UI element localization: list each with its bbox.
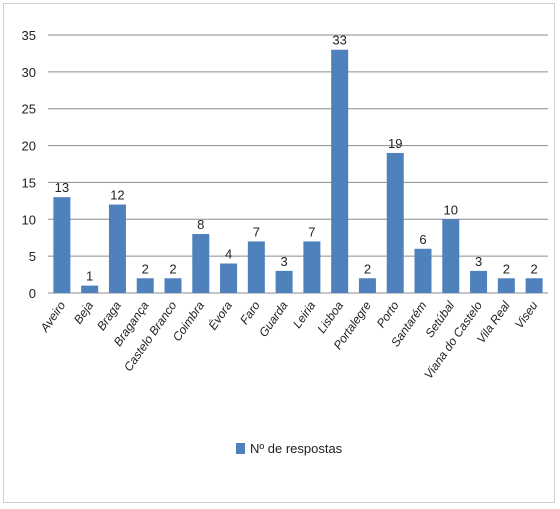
data-label: 19 <box>388 136 402 151</box>
data-label: 2 <box>530 261 537 276</box>
bar <box>81 285 99 293</box>
bar <box>247 241 265 293</box>
bar <box>386 152 404 293</box>
bar <box>275 270 293 293</box>
y-tick-label: 20 <box>22 139 36 154</box>
legend-label: Nº de respostas <box>250 441 343 456</box>
chart-frame <box>3 3 555 503</box>
data-label: 8 <box>197 217 204 232</box>
bar <box>414 248 432 293</box>
data-label: 33 <box>332 33 346 48</box>
bar <box>164 278 182 293</box>
y-tick-label: 25 <box>22 102 36 117</box>
data-label: 3 <box>280 254 287 269</box>
data-label: 10 <box>444 202 458 217</box>
data-label: 4 <box>225 247 232 262</box>
data-label: 2 <box>142 261 149 276</box>
data-label: 3 <box>475 254 482 269</box>
x-tick-label: Leiria <box>290 298 318 330</box>
bar <box>220 263 238 293</box>
data-label: 7 <box>308 224 315 239</box>
bar <box>53 197 71 293</box>
data-label: 2 <box>503 261 510 276</box>
y-tick-label: 30 <box>22 65 36 80</box>
y-tick-label: 35 <box>22 28 36 43</box>
y-tick-label: 10 <box>22 212 36 227</box>
bar <box>331 49 349 293</box>
data-label: 2 <box>364 261 371 276</box>
data-label: 12 <box>110 188 124 203</box>
legend: Nº de respostas <box>236 441 343 456</box>
bar <box>497 278 515 293</box>
bar <box>136 278 154 293</box>
bar <box>442 219 460 293</box>
legend-swatch <box>236 443 245 454</box>
x-tick-label: Faro <box>237 298 263 327</box>
gridlines <box>48 34 548 294</box>
data-label: 1 <box>86 269 93 284</box>
x-tick-label: Viseu <box>512 298 541 331</box>
bar <box>108 204 126 293</box>
y-axis: 0 5 10 15 20 25 30 35 <box>22 28 36 301</box>
x-tick-label: Aveiro <box>37 298 69 335</box>
data-label: 13 <box>55 180 69 195</box>
data-label: 2 <box>169 261 176 276</box>
y-tick-label: 5 <box>29 249 36 264</box>
bars <box>53 49 543 293</box>
bar <box>525 278 543 293</box>
bar <box>358 278 376 293</box>
x-tick-label: Guarda <box>256 298 291 339</box>
y-tick-label: 0 <box>29 286 36 301</box>
data-label: 6 <box>419 232 426 247</box>
bar <box>303 241 321 293</box>
y-tick-label: 15 <box>22 175 36 190</box>
bar <box>470 270 488 293</box>
data-labels: 13 1 12 2 2 8 4 7 3 7 33 2 19 6 10 3 2 2 <box>55 33 538 284</box>
x-tick-label: Beja <box>71 298 96 326</box>
x-tick-label: Porto <box>374 298 402 330</box>
data-label: 7 <box>253 224 260 239</box>
x-tick-label: Évora <box>205 298 235 333</box>
bar <box>192 234 210 293</box>
